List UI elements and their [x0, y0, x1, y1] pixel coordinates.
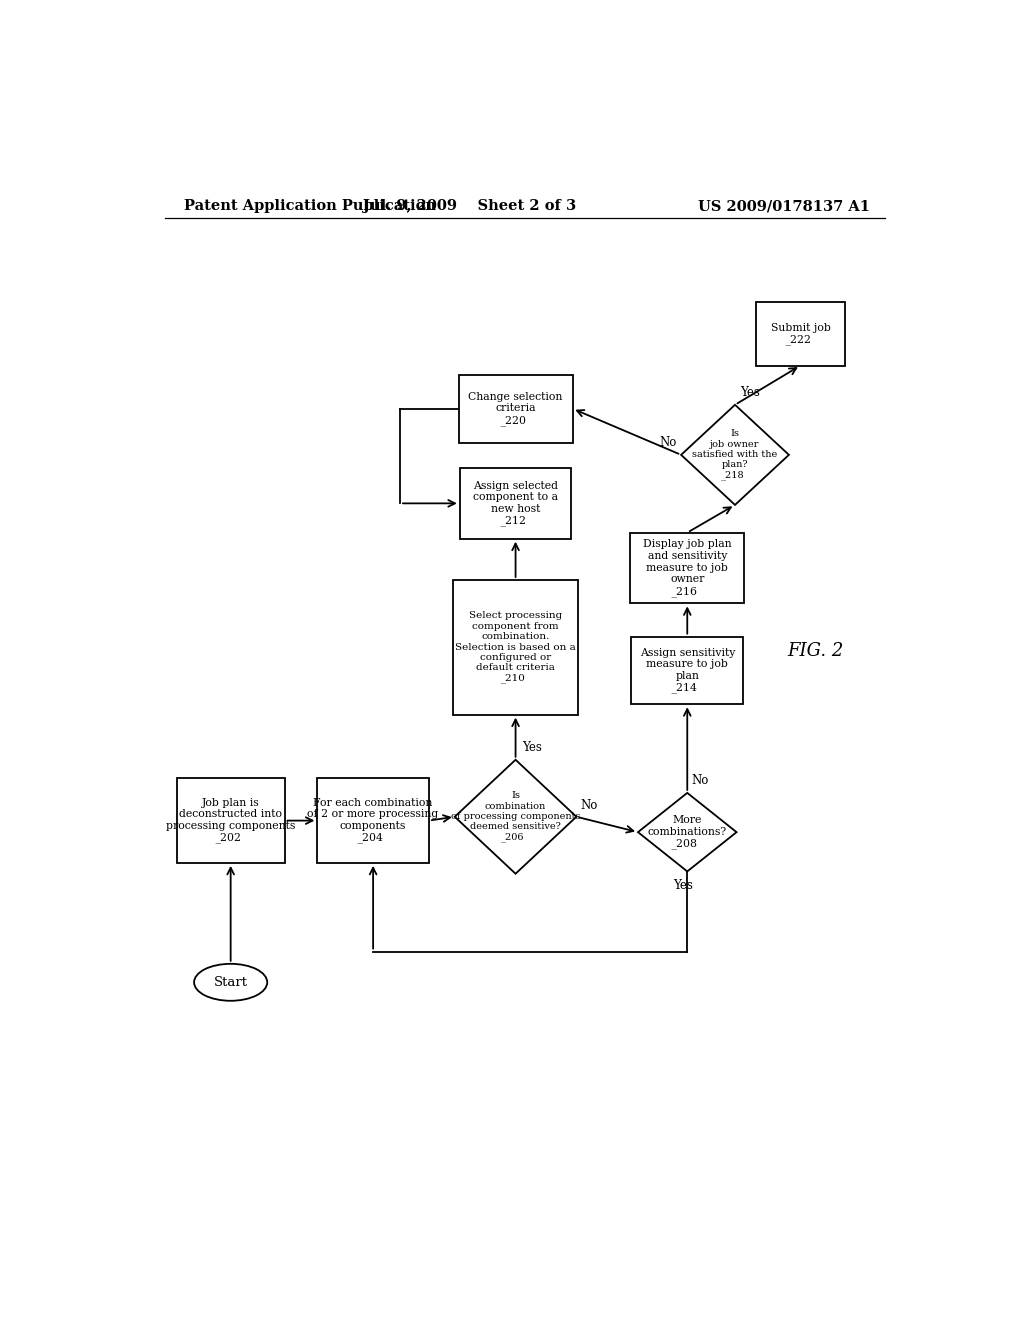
FancyBboxPatch shape: [460, 469, 571, 539]
Text: For each combination
of 2 or more processing
components
̲204: For each combination of 2 or more proces…: [307, 797, 438, 843]
Text: Yes: Yes: [521, 741, 542, 754]
FancyBboxPatch shape: [632, 636, 743, 705]
Text: No: No: [692, 774, 710, 787]
FancyBboxPatch shape: [756, 302, 845, 366]
Text: FIG. 2: FIG. 2: [787, 643, 844, 660]
FancyBboxPatch shape: [631, 533, 744, 603]
Polygon shape: [455, 760, 577, 874]
Text: Assign selected
component to a
new host
̲212: Assign selected component to a new host …: [473, 480, 558, 527]
Text: Jul. 9, 2009    Sheet 2 of 3: Jul. 9, 2009 Sheet 2 of 3: [362, 199, 575, 213]
Text: Is
job owner
satisfied with the
plan?
̲218: Is job owner satisfied with the plan? ̲2…: [692, 429, 777, 480]
Text: Change selection
criteria
̲220: Change selection criteria ̲220: [468, 392, 563, 425]
FancyBboxPatch shape: [459, 375, 572, 442]
Text: No: No: [581, 799, 598, 812]
Text: No: No: [659, 436, 677, 449]
Text: Select processing
component from
combination.
Selection is based on a
configured: Select processing component from combina…: [456, 611, 575, 684]
Text: Yes: Yes: [674, 879, 693, 892]
Polygon shape: [681, 405, 788, 506]
Text: Job plan is
deconstructed into
processing components
̲202: Job plan is deconstructed into processin…: [166, 797, 295, 843]
Ellipse shape: [195, 964, 267, 1001]
Text: Submit job
̲222: Submit job ̲222: [770, 323, 830, 345]
Text: Assign sensitivity
measure to job
plan
̲214: Assign sensitivity measure to job plan ̲…: [640, 648, 735, 693]
FancyBboxPatch shape: [317, 779, 429, 863]
Text: Display job plan
and sensitivity
measure to job
owner
̲216: Display job plan and sensitivity measure…: [643, 540, 731, 597]
FancyBboxPatch shape: [177, 779, 285, 863]
FancyBboxPatch shape: [454, 579, 578, 714]
Text: Yes: Yes: [739, 385, 760, 399]
Polygon shape: [638, 793, 736, 871]
Text: Is
combination
of processing components
deemed sensitive?
̲206: Is combination of processing components …: [451, 791, 581, 842]
Text: Patent Application Publication: Patent Application Publication: [184, 199, 436, 213]
Text: Start: Start: [214, 975, 248, 989]
Text: More
combinations?
̲208: More combinations? ̲208: [648, 816, 727, 849]
Text: US 2009/0178137 A1: US 2009/0178137 A1: [697, 199, 869, 213]
